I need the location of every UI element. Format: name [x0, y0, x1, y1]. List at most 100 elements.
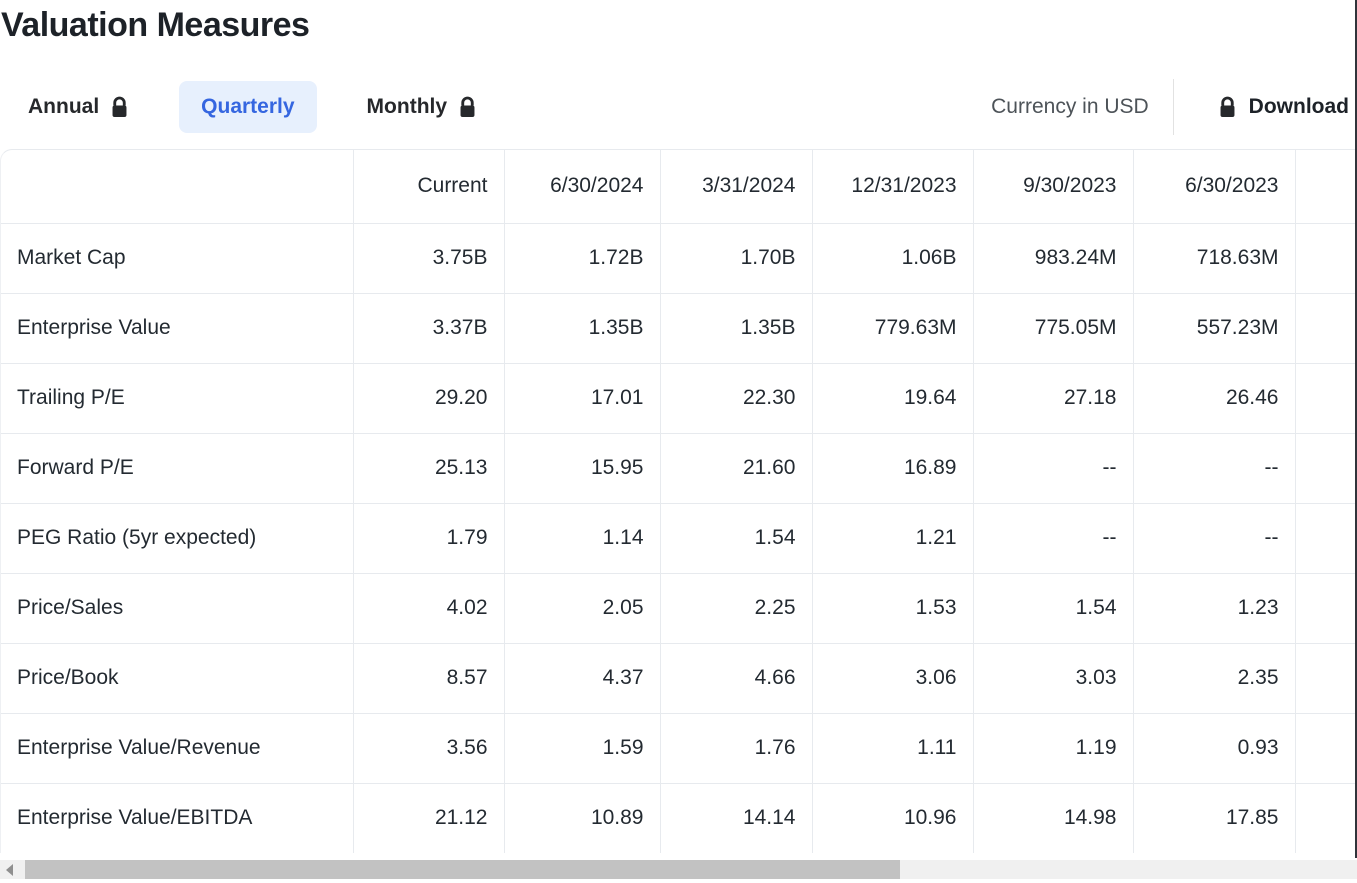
value-cell: 983.24M	[972, 222, 1133, 293]
tab-quarterly[interactable]: Quarterly	[179, 81, 317, 133]
table-row: Trailing P/E 29.20 17.01 22.30 19.64 27.18 26.…	[1, 362, 1357, 433]
tab-annual[interactable]: Annual	[6, 81, 151, 133]
value-cell: 17.85	[1132, 782, 1295, 853]
column-header: 6/30/2024	[503, 150, 660, 223]
value-cell: 3.56	[352, 712, 504, 783]
row-label: Price/Sales	[1, 572, 353, 643]
value-cell: 3.06	[811, 642, 973, 713]
value-cell: 27.18	[972, 362, 1133, 433]
value-cell: 10.89	[503, 782, 660, 853]
row-label: Enterprise Value/Revenue	[1, 712, 353, 783]
value-cell: 22.30	[659, 362, 812, 433]
left-triangle-icon	[6, 863, 13, 876]
value-cell: 1.06B	[811, 222, 973, 293]
value-cell: 1.54	[659, 502, 812, 573]
value-cell: 8.57	[352, 642, 504, 713]
value-cell: --	[972, 432, 1133, 503]
value-cell: 1.53	[811, 572, 973, 643]
value-cell: --	[1132, 432, 1295, 503]
download-label: Download	[1248, 95, 1349, 118]
value-cell: 1.79	[352, 502, 504, 573]
value-cell: 14.14	[659, 782, 812, 853]
scrollbar-thumb[interactable]	[25, 860, 900, 879]
tab-label: Quarterly	[201, 95, 295, 118]
lock-icon	[1218, 96, 1237, 119]
value-cell: 1.76	[659, 712, 812, 783]
value-cell: 10.96	[811, 782, 973, 853]
table-row: Market Cap 3.75B 1.72B 1.70B 1.06B 983.24M 718…	[1, 222, 1357, 293]
table-row: Enterprise Value 3.37B 1.35B 1.35B 779.63M 77…	[1, 292, 1357, 363]
horizontal-scrollbar[interactable]	[0, 860, 1357, 879]
lock-icon	[458, 96, 477, 119]
column-header: 12/31/2023	[811, 150, 973, 223]
row-label: Enterprise Value/EBITDA	[1, 782, 353, 853]
valuation-table-container: Current 6/30/2024 3/31/2024 12/31/2023 9/30/…	[0, 149, 1357, 853]
table-row: Price/Sales 4.02 2.05 2.25 1.53 1.54 1.23	[1, 572, 1357, 643]
value-cell: 2.25	[659, 572, 812, 643]
toolbar: Annual Quarterly Monthly Currency in USD D…	[0, 79, 1357, 135]
empty-cell	[1294, 782, 1357, 853]
tab-monthly[interactable]: Monthly	[345, 81, 499, 133]
column-header: 9/30/2023	[972, 150, 1133, 223]
tab-label: Annual	[28, 95, 100, 118]
value-cell: 1.35B	[503, 292, 660, 363]
value-cell: 21.60	[659, 432, 812, 503]
row-label: Price/Book	[1, 642, 353, 713]
value-cell: --	[972, 502, 1133, 573]
value-cell: 2.05	[503, 572, 660, 643]
empty-cell	[1294, 362, 1357, 433]
row-label: Market Cap	[1, 222, 353, 293]
value-cell: 0.93	[1132, 712, 1295, 783]
toolbar-divider	[1172, 79, 1174, 135]
value-cell: 26.46	[1132, 362, 1295, 433]
row-label: Forward P/E	[1, 432, 353, 503]
table-row: Price/Book 8.57 4.37 4.66 3.06 3.03 2.35	[1, 642, 1357, 713]
value-cell: 1.59	[503, 712, 660, 783]
corner-header-cell	[1, 150, 353, 223]
scroll-left-arrow[interactable]	[0, 860, 19, 879]
empty-cell	[1294, 432, 1357, 503]
value-cell: 1.14	[503, 502, 660, 573]
value-cell: 1.19	[972, 712, 1133, 783]
value-cell: 14.98	[972, 782, 1133, 853]
empty-cell	[1294, 572, 1357, 643]
currency-label: Currency in USD	[991, 95, 1149, 118]
value-cell: 21.12	[352, 782, 504, 853]
table-row: PEG Ratio (5yr expected) 1.79 1.14 1.54 1.21…	[1, 502, 1357, 573]
lock-icon	[110, 96, 129, 119]
table-row: Enterprise Value/EBITDA 21.12 10.89 14.14 10…	[1, 782, 1357, 853]
value-cell: 1.72B	[503, 222, 660, 293]
period-tabs: Annual Quarterly Monthly	[0, 81, 499, 133]
empty-cell	[1294, 712, 1357, 783]
valuation-table: Current 6/30/2024 3/31/2024 12/31/2023 9/30/…	[1, 150, 1357, 853]
empty-cell	[1294, 502, 1357, 573]
table-row: Enterprise Value/Revenue 3.56 1.59 1.76 1.11…	[1, 712, 1357, 783]
value-cell: 17.01	[503, 362, 660, 433]
table-header-row: Current 6/30/2024 3/31/2024 12/31/2023 9/30/…	[1, 150, 1357, 223]
value-cell: 3.75B	[352, 222, 504, 293]
column-header: 3/31/2024	[659, 150, 812, 223]
value-cell: 1.54	[972, 572, 1133, 643]
value-cell: 3.03	[972, 642, 1133, 713]
column-header: 6/30/2023	[1132, 150, 1295, 223]
empty-cell	[1294, 222, 1357, 293]
value-cell: 4.02	[352, 572, 504, 643]
value-cell: 15.95	[503, 432, 660, 503]
value-cell: 2.35	[1132, 642, 1295, 713]
value-cell: 29.20	[352, 362, 504, 433]
table-row: Forward P/E 25.13 15.95 21.60 16.89 -- --	[1, 432, 1357, 503]
page-title: Valuation Measures	[1, 6, 310, 44]
value-cell: 1.23	[1132, 572, 1295, 643]
value-cell: --	[1132, 502, 1295, 573]
value-cell: 1.35B	[659, 292, 812, 363]
value-cell: 718.63M	[1132, 222, 1295, 293]
value-cell: 1.21	[811, 502, 973, 573]
value-cell: 3.37B	[352, 292, 504, 363]
value-cell: 775.05M	[972, 292, 1133, 363]
download-button[interactable]: Download	[1218, 95, 1353, 119]
column-header: Current	[352, 150, 504, 223]
value-cell: 1.11	[811, 712, 973, 783]
value-cell: 557.23M	[1132, 292, 1295, 363]
row-label: Trailing P/E	[1, 362, 353, 433]
value-cell: 4.66	[659, 642, 812, 713]
